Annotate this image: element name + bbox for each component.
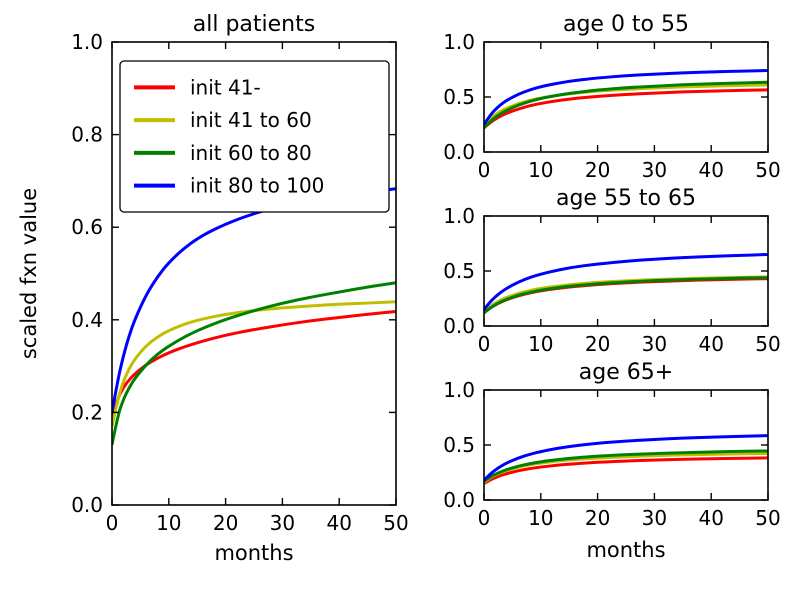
legend-label: init 80 to 100 <box>190 174 324 198</box>
line-series-blue <box>484 253 768 311</box>
x-tick-label: 30 <box>642 506 667 530</box>
y-tick-label: 0.5 <box>443 433 475 457</box>
subplot-age_0_55: 0 10 20 30 40 50 0.0 0.5 1.0 age 0 to 55 <box>443 12 781 182</box>
x-tick-label: 40 <box>698 506 723 530</box>
x-tick-label: 10 <box>528 158 553 182</box>
x-tick-label: 30 <box>642 332 667 356</box>
subplot-age_55_65: 0 10 20 30 40 50 0.0 0.5 1.0 age 55 to 65 <box>443 186 781 356</box>
line-series-yellow <box>112 300 396 427</box>
legend-box <box>119 60 390 213</box>
x-tick-label: 0 <box>478 506 491 530</box>
subplot-title: all patients <box>193 12 315 37</box>
y-tick-label: 0.5 <box>443 85 475 109</box>
axes-frame <box>483 389 769 501</box>
line-series-green <box>112 281 396 446</box>
x-tick-label: 50 <box>755 158 780 182</box>
x-tick-label: 20 <box>585 158 610 182</box>
series-group <box>484 253 768 314</box>
legend-label: init 60 to 80 <box>190 141 312 165</box>
x-tick-label: 0 <box>478 158 491 182</box>
axes-frame <box>111 41 397 506</box>
x-tick-label: 20 <box>585 332 610 356</box>
x-tick-label: 40 <box>326 511 351 535</box>
legend-label: init 41- <box>190 75 261 99</box>
x-tick-label: 0 <box>478 332 491 356</box>
x-tick-label: 20 <box>213 511 238 535</box>
series-group <box>484 68 768 129</box>
x-tick-label: 50 <box>755 506 780 530</box>
x-tick-label: 50 <box>383 511 408 535</box>
legend-label: init 41 to 60 <box>190 108 312 132</box>
y-tick-label: 1.0 <box>71 30 103 54</box>
subplot-title: age 65+ <box>579 360 673 385</box>
line-series-red <box>484 456 768 485</box>
y-axis-label: scaled fxn value <box>17 188 41 359</box>
y-tick-label: 0.8 <box>71 123 103 147</box>
line-series-blue <box>484 68 768 126</box>
y-tick-label: 0.0 <box>71 493 103 517</box>
line-series-red <box>112 309 396 418</box>
y-tick-label: 0.6 <box>71 215 103 239</box>
subplot-all_patients: 0 10 20 30 40 50 0.0 0.2 0.4 0.6 0.8 1.0 all patient… <box>17 12 409 565</box>
axes-frame <box>483 215 769 327</box>
series-group <box>484 434 768 485</box>
x-tick-label: 20 <box>585 506 610 530</box>
y-tick-label: 1.0 <box>443 204 475 228</box>
line-series-green <box>484 449 768 483</box>
line-series-red <box>484 277 768 314</box>
y-tick-label: 0.5 <box>443 259 475 283</box>
line-series-blue <box>112 187 396 413</box>
line-series-blue <box>484 434 768 482</box>
y-tick-label: 0.0 <box>443 314 475 338</box>
y-tick-label: 1.0 <box>443 30 475 54</box>
x-tick-label: 10 <box>528 332 553 356</box>
line-series-red <box>484 88 768 129</box>
x-axis-label: months <box>214 541 293 565</box>
x-tick-label: 10 <box>156 511 181 535</box>
x-tick-label: 0 <box>106 511 119 535</box>
x-tick-label: 10 <box>528 506 553 530</box>
x-tick-label: 30 <box>642 158 667 182</box>
x-tick-label: 40 <box>698 332 723 356</box>
x-tick-label: 30 <box>270 511 295 535</box>
y-tick-label: 0.0 <box>443 488 475 512</box>
legend: init 41- init 41 to 60 init 60 to 80 init 8… <box>119 60 390 213</box>
line-series-green <box>484 276 768 314</box>
subplot-title: age 55 to 65 <box>556 186 696 211</box>
x-tick-label: 50 <box>755 332 780 356</box>
axes-frame <box>483 41 769 153</box>
x-tick-label: 40 <box>698 158 723 182</box>
subplot-age_65_plus: 0 10 20 30 40 50 0.0 0.5 1.0 age 65+ months <box>443 360 781 562</box>
y-tick-label: 1.0 <box>443 378 475 402</box>
line-series-green <box>484 80 768 129</box>
x-axis-label: months <box>586 538 665 562</box>
y-tick-label: 0.2 <box>71 400 103 424</box>
y-tick-label: 0.0 <box>443 140 475 164</box>
series-group <box>112 187 396 446</box>
subplot-title: age 0 to 55 <box>563 12 689 37</box>
y-tick-label: 0.4 <box>71 308 103 332</box>
